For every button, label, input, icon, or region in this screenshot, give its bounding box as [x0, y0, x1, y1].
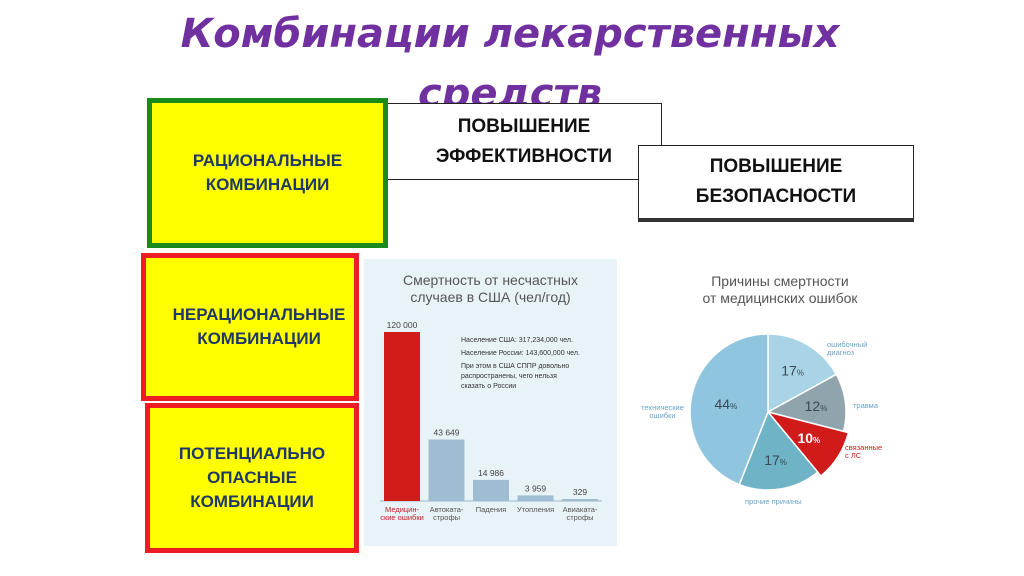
efficacy-box: ПОВЫШЕНИЕ ЭФФЕКТИВНОСТИ	[386, 103, 662, 180]
note-russia: Население России: 143,600,000 чел.	[461, 350, 580, 357]
pie-chart-title: Причины смертности от медицинских ошибок	[702, 273, 858, 306]
bar-value-label: 329	[573, 487, 587, 497]
note-usa: Население США: 317,234,000 чел.	[461, 337, 573, 344]
bar-category-label: Утопления	[517, 505, 554, 514]
pie-label-diagnosis: ошибочный диагноз	[827, 340, 868, 357]
pie-label-technical: технические ошибки	[641, 403, 684, 420]
rational-combinations-box: РАЦИОНАЛЬНЫЕ КОМБИНАЦИИ	[147, 98, 388, 248]
pie-label-other: прочие причины	[745, 497, 802, 506]
bar-category-label: Падения	[476, 505, 507, 514]
dangerous-combinations-box: ПОТЕНЦИАЛЬНО ОПАСНЫЕ КОМБИНАЦИИ	[145, 403, 359, 553]
page-title: Комбинации лекарственных средств	[180, 11, 840, 117]
pie-slice	[767, 333, 838, 414]
pie-slice	[738, 410, 819, 491]
pie-slice	[765, 410, 850, 478]
bar-category-label: Автоката-строфы	[430, 505, 464, 522]
pie-chart: 17%12%10%17%44%	[689, 333, 850, 491]
irrational-combinations-box: НЕРАЦИОНАЛЬНЫЕ КОМБИНАЦИИ	[141, 253, 359, 401]
bar-chart-notes: Население США: 317,234,000 чел. Населени…	[461, 336, 611, 395]
pie-label-drugs: связанные с ЛС	[845, 443, 883, 460]
pie-label-trauma: травма	[853, 401, 879, 410]
rational-combinations-label: РАЦИОНАЛЬНЫЕ КОМБИНАЦИИ	[192, 151, 343, 194]
bar-value-label: 14 986	[478, 468, 504, 478]
dangerous-combinations-label: ПОТЕНЦИАЛЬНО ОПАСНЫЕ КОМБИНАЦИИ	[178, 444, 326, 511]
bar-value-label: 43 649	[434, 428, 460, 438]
efficacy-box-label: ПОВЫШЕНИЕ ЭФФЕКТИВНОСТИ	[435, 115, 613, 167]
bar-value-label: 3 959	[525, 483, 547, 493]
bar	[428, 439, 465, 501]
bar-chart: 120 000 Медицин-ские ошибки 43 649 Автоката…	[380, 320, 602, 522]
bar-chart-title: Смертность от несчастных случаев в США (…	[403, 272, 578, 305]
safety-box-label: ПОВЫШЕНИЕ БЕЗОПАСНОСТИ	[695, 156, 857, 207]
bar	[473, 479, 509, 501]
safety-box: ПОВЫШЕНИЕ БЕЗОПАСНОСТИ	[638, 145, 914, 222]
bar-value-label: 120 000	[387, 320, 418, 330]
irrational-combinations-label: НЕРАЦИОНАЛЬНЫЕ КОМБИНАЦИИ	[172, 305, 346, 348]
bar	[384, 332, 420, 501]
bar-category-label: Авиаката-строфы	[563, 505, 598, 522]
bar	[517, 495, 554, 501]
pie-slice	[689, 333, 769, 486]
bar	[562, 499, 598, 501]
note-cdss: При этом в США СППР довольно распростран…	[461, 363, 570, 390]
bar-category-label: Медицин-ские ошибки	[380, 505, 424, 522]
